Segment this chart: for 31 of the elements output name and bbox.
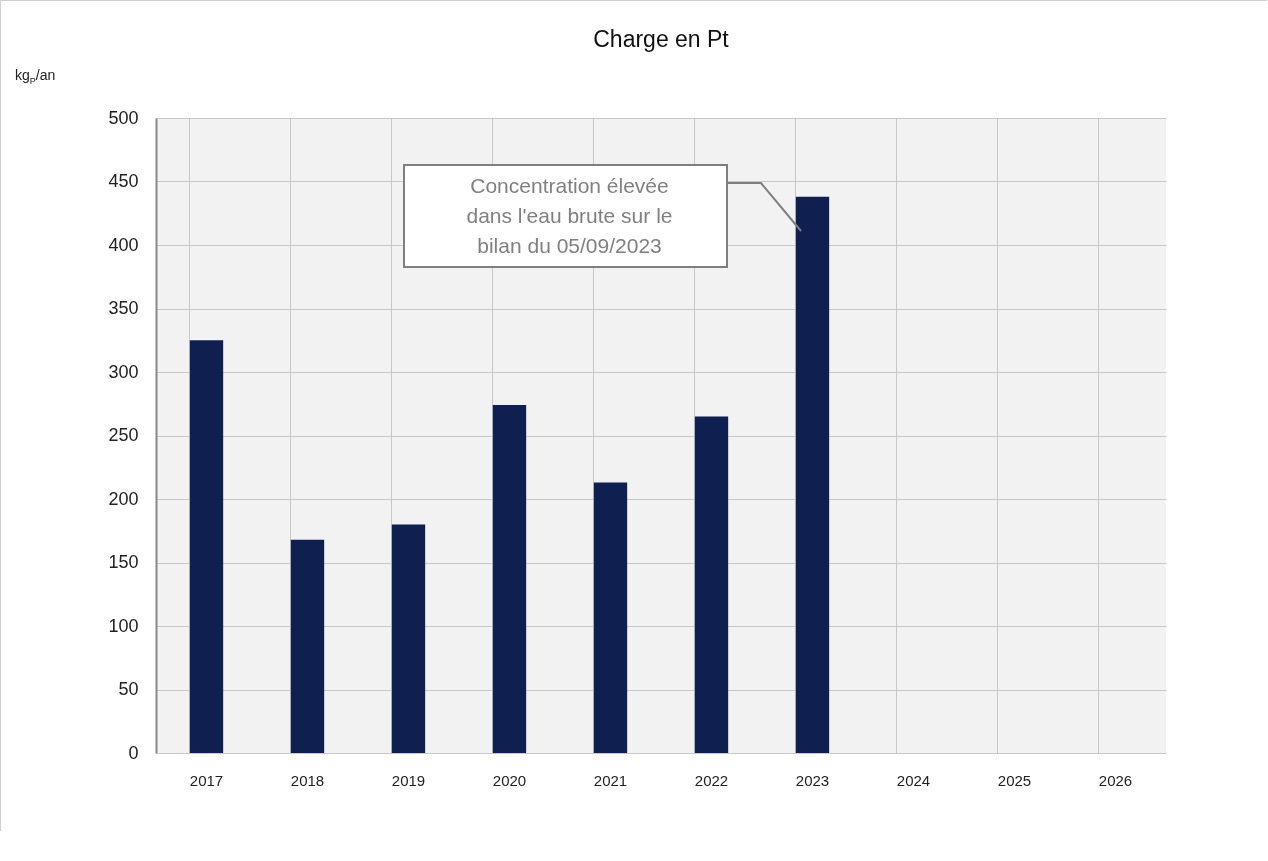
x-tick-label: 2025 [997,771,1032,789]
bar [795,196,830,753]
y-tick-label: 500 [108,107,139,128]
y-tick-label: 150 [108,552,139,572]
y-tick-label: 450 [108,171,139,191]
y-tick-label: 300 [108,361,139,382]
y-tick-label: 50 [118,679,139,699]
annotation: Concentration élevée dans l'eau brute sur le bilan du 05/09/2023 [465,173,674,259]
y-axis-title: kg$_{P}$/an [15,67,56,86]
y-tick-label: 0 [128,742,139,763]
bar [694,416,729,753]
y-tick-label: 250 [108,425,139,445]
x-tick-label: 2020 [492,771,527,789]
x-tick-label: 2023 [795,771,830,789]
chart-title: Charge en Pt [593,26,730,52]
bar [391,524,426,753]
y-tick-label: 350 [108,298,139,318]
x-tick-label: 2021 [593,771,628,789]
bar [290,539,325,753]
x-tick-label: 2024 [896,771,931,789]
x-tick-label: 2017 [189,771,224,789]
y-tick-label: 100 [108,615,139,636]
x-tick-label: 2019 [391,771,426,789]
x-tick-label: 2018 [290,771,325,789]
bar [593,482,628,753]
y-tick-label: 400 [108,234,139,255]
x-tick-label: 2026 [1098,771,1133,789]
y-tick-label: 200 [108,488,139,509]
bar [189,340,224,753]
bar [492,405,527,753]
x-tick-label: 2022 [694,771,729,789]
